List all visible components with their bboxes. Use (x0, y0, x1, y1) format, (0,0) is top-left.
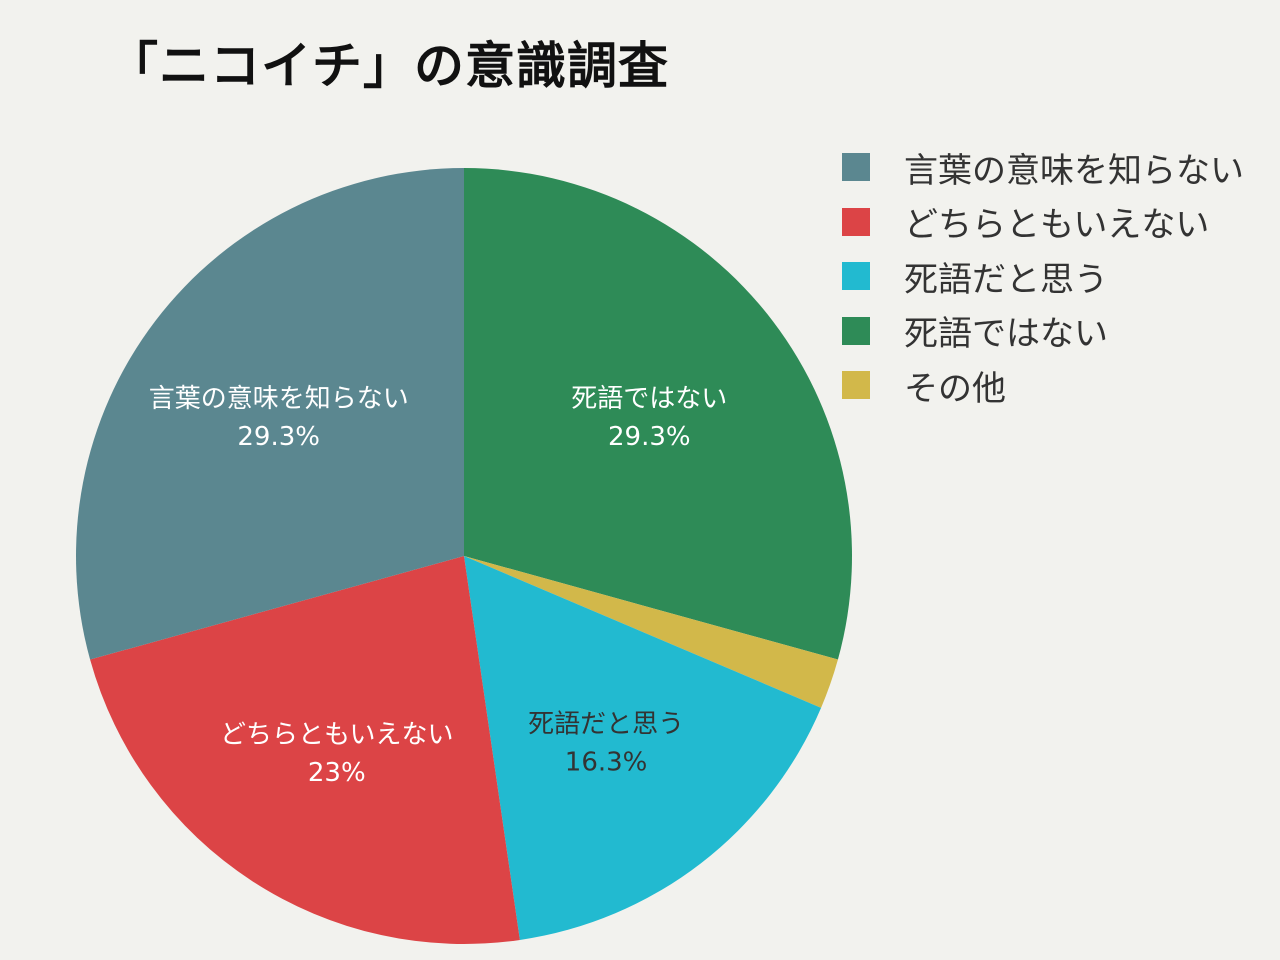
slice-3-label: 死語ではない (571, 384, 727, 414)
slice-1-label: どちらともいえない (220, 720, 453, 750)
legend-swatch (842, 153, 870, 182)
legend-swatch (842, 371, 870, 400)
legend-swatch (842, 262, 870, 291)
slice-0-value-label: 29.3% (237, 422, 320, 452)
slice-0-wedge (76, 168, 465, 660)
slice-2-value-label: 16.3% (565, 747, 648, 777)
legend-swatch (842, 207, 870, 236)
legend-item-0: 言葉の意味を知らない (842, 140, 1244, 195)
legend-label: 死語ではない (904, 314, 1108, 355)
legend-swatch (842, 316, 870, 345)
legend-item-2: 死語だと思う (842, 249, 1244, 304)
slice-3-wedge (464, 168, 852, 660)
slice-2-wedge (464, 556, 822, 940)
legend-item-4: その他 (842, 358, 1244, 413)
legend-label: 言葉の意味を知らない (904, 150, 1244, 191)
legend-item-3: 死語ではない (842, 304, 1244, 359)
legend-label: その他 (904, 368, 1006, 409)
slice-0-label: 言葉の意味を知らない (149, 384, 409, 414)
slice-1-value-label: 23% (308, 758, 366, 788)
slice-1-wedge (90, 556, 520, 945)
slice-2-label: 死語だと思う (528, 709, 684, 739)
slice-4-wedge (464, 556, 838, 708)
legend-label: 死語だと思う (904, 259, 1108, 300)
legend-item-1: どちらともいえない (842, 195, 1244, 250)
legend-label: どちらともいえない (904, 205, 1210, 246)
chart-title: 「ニコイチ」の意識調査 (108, 37, 669, 95)
legend: 言葉の意味を知らない どちらともいえない 死語だと思う 死語ではない その他 (842, 140, 1244, 413)
slice-3-value-label: 29.3% (608, 422, 691, 452)
